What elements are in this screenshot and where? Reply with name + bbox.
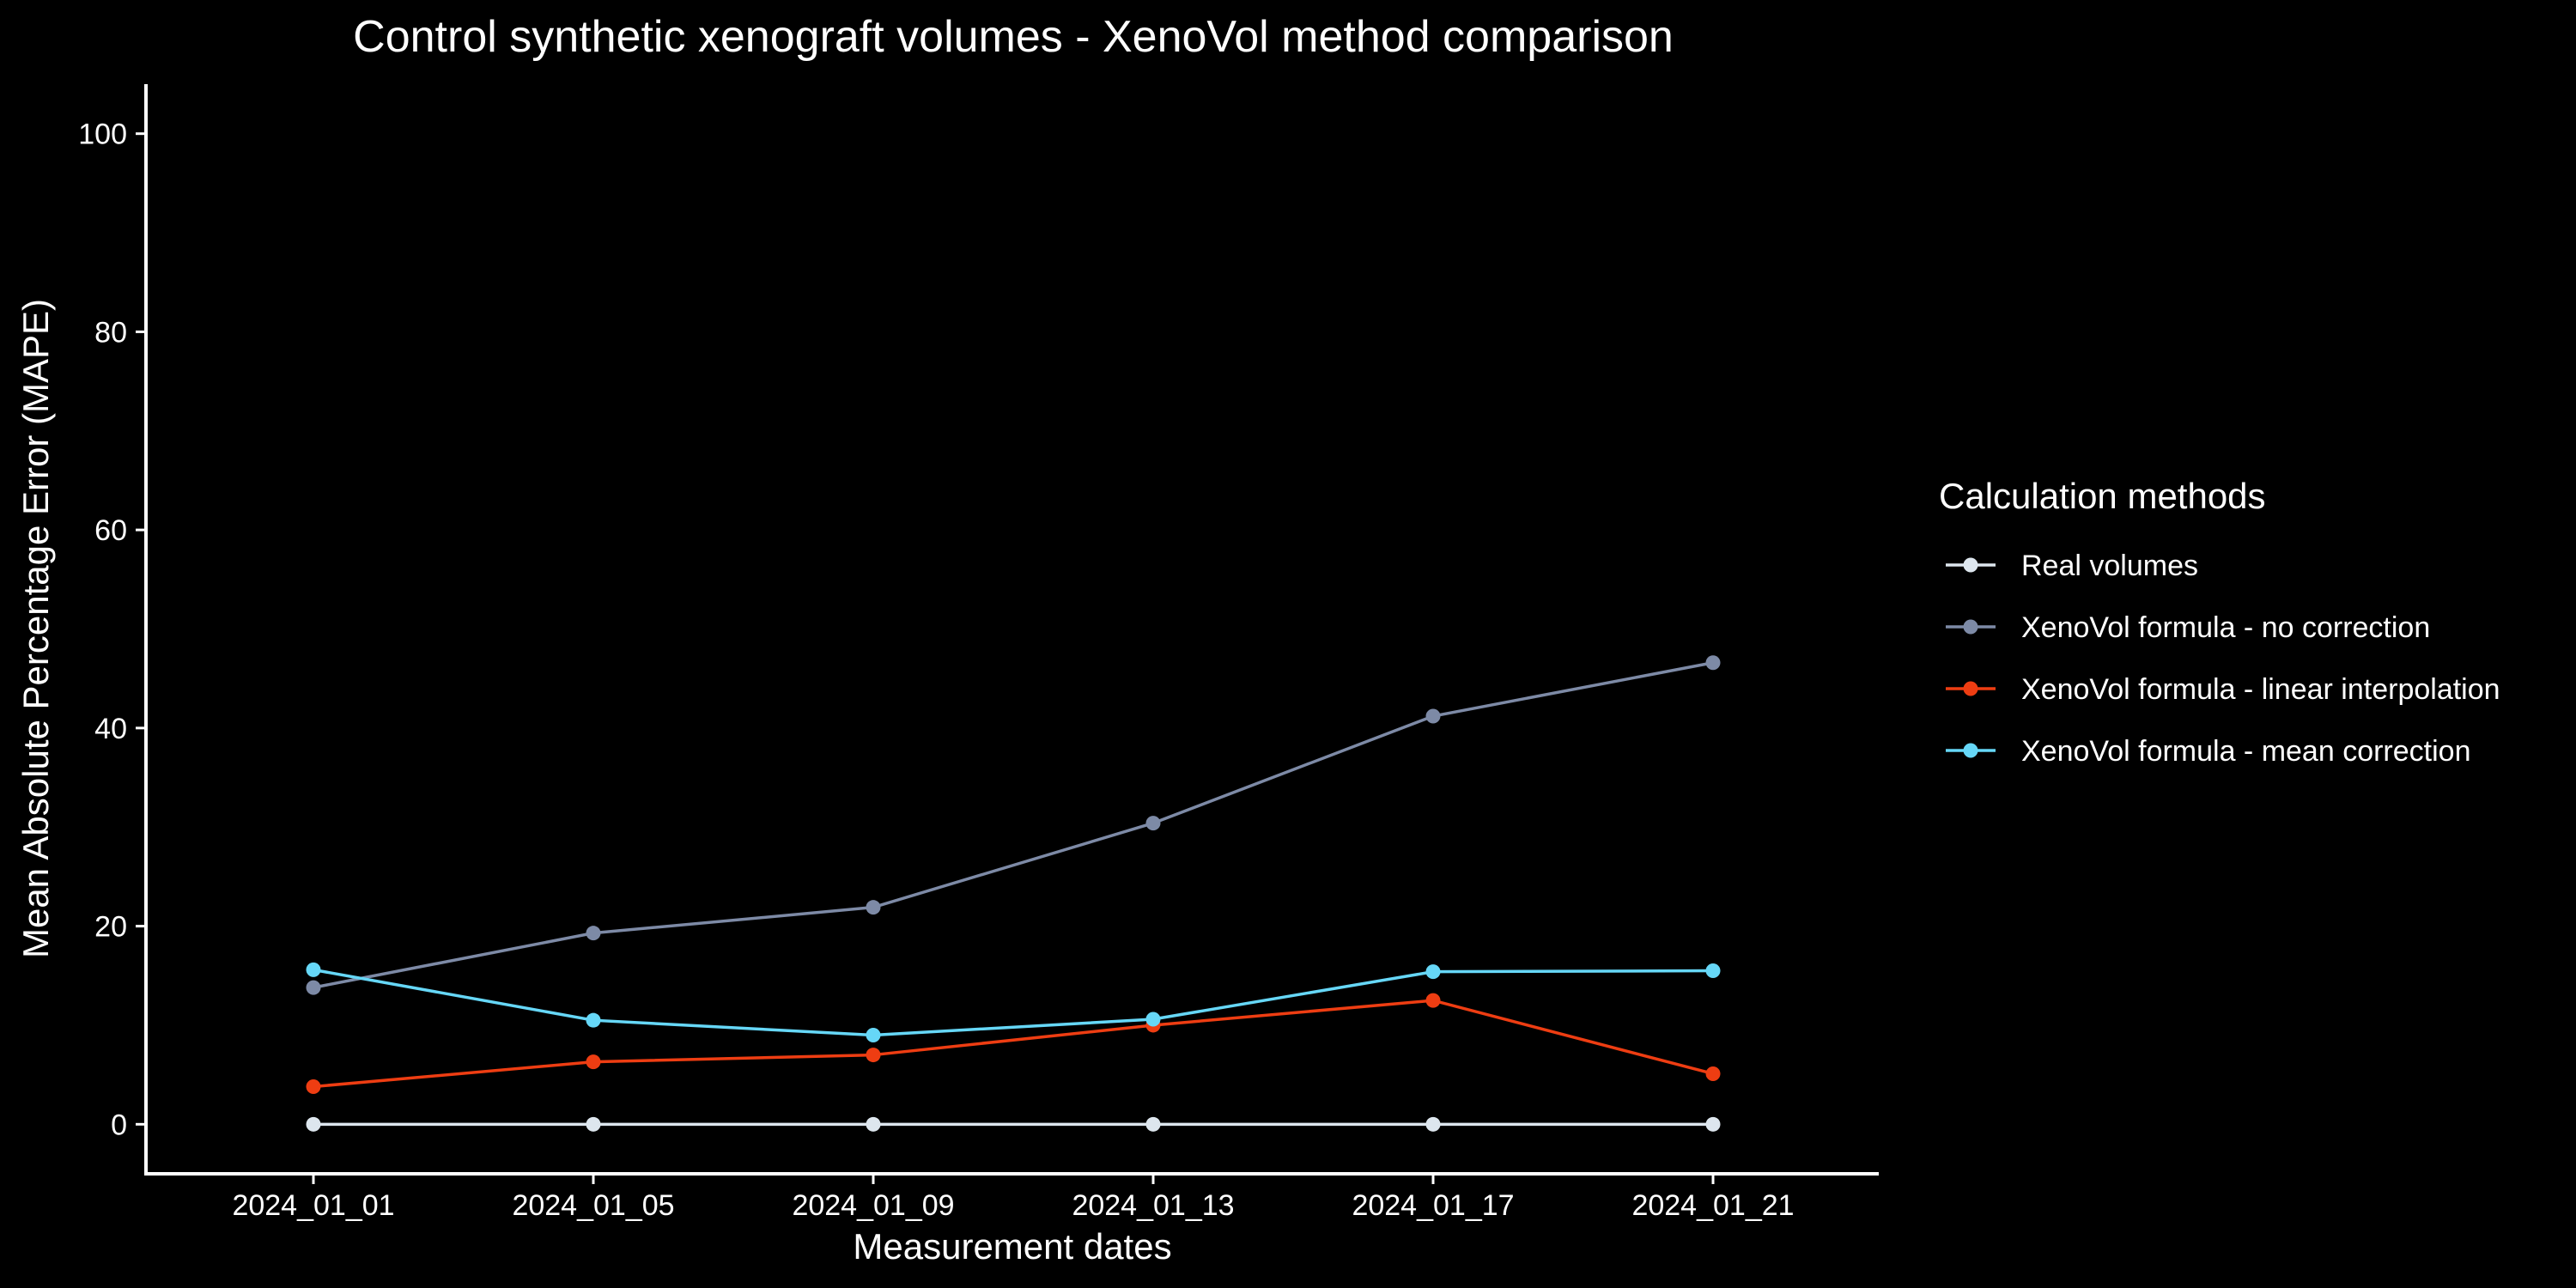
y-tick-label: 60 <box>94 514 127 547</box>
y-axis-ticks: 0 20 40 60 80 100 <box>78 118 146 1141</box>
legend: Calculation methods Real volumes XenoVol … <box>1939 476 2500 768</box>
legend-label: XenoVol formula - mean correction <box>2021 735 2470 768</box>
y-tick-label: 100 <box>78 118 127 151</box>
legend-label: XenoVol formula - no correction <box>2021 611 2430 644</box>
data-point <box>306 1078 321 1094</box>
legend-title: Calculation methods <box>1939 476 2266 516</box>
data-point <box>1145 1012 1161 1027</box>
data-point <box>1145 816 1161 831</box>
data-point <box>586 1054 601 1070</box>
data-point <box>866 900 881 915</box>
legend-item: Real volumes <box>1946 550 2198 582</box>
y-tick-label: 80 <box>94 316 127 349</box>
x-tick-label: 2024_01_01 <box>232 1189 394 1222</box>
data-point <box>1425 964 1441 980</box>
series-2 <box>306 655 1721 995</box>
plot-area <box>306 655 1721 1132</box>
legend-item: XenoVol formula - no correction <box>1946 611 2430 644</box>
legend-key-point <box>1963 619 1978 635</box>
x-tick-label: 2024_01_13 <box>1072 1189 1234 1222</box>
chart-title: Control synthetic xenograft volumes - Xe… <box>353 12 1674 62</box>
legend-key-point <box>1963 681 1978 696</box>
series-line <box>313 661 1714 989</box>
legend-item: XenoVol formula - linear interpolation <box>1946 673 2500 706</box>
series-1 <box>306 1116 1721 1132</box>
legend-key-point <box>1963 743 1978 758</box>
x-tick-label: 2024_01_05 <box>512 1189 674 1222</box>
data-point <box>866 1027 881 1042</box>
data-point <box>306 962 321 977</box>
data-point <box>866 1048 881 1063</box>
data-point <box>866 1116 881 1132</box>
series-line <box>313 968 1714 1037</box>
data-point <box>1145 1116 1161 1132</box>
data-point <box>1425 993 1441 1008</box>
data-point <box>1425 708 1441 724</box>
series-line <box>313 999 1714 1089</box>
data-point <box>1705 1116 1721 1132</box>
x-axis-ticks: 2024_01_01 2024_01_05 2024_01_09 2024_01_13… <box>232 1174 1795 1222</box>
data-point <box>306 980 321 995</box>
legend-key-point <box>1963 557 1978 573</box>
data-point <box>586 1012 601 1028</box>
data-point <box>1705 655 1721 671</box>
data-point <box>306 1116 321 1132</box>
y-tick-label: 20 <box>94 911 127 944</box>
legend-items: Real volumes XenoVol formula - no correct… <box>1946 550 2500 768</box>
data-point <box>1705 1066 1721 1081</box>
legend-item: XenoVol formula - mean correction <box>1946 735 2470 768</box>
x-tick-label: 2024_01_09 <box>792 1189 954 1222</box>
data-point <box>1425 1116 1441 1132</box>
legend-label: XenoVol formula - linear interpolation <box>2021 673 2500 706</box>
x-tick-label: 2024_01_21 <box>1631 1189 1794 1222</box>
data-point <box>1705 963 1721 979</box>
x-tick-label: 2024_01_17 <box>1352 1189 1514 1222</box>
y-tick-label: 0 <box>111 1109 127 1141</box>
series-4 <box>306 962 1721 1042</box>
x-axis-title: Measurement dates <box>853 1226 1171 1267</box>
legend-label: Real volumes <box>2021 550 2198 582</box>
data-point <box>586 926 601 941</box>
y-axis-title: Mean Absolute Percentage Error (MAPE) <box>15 299 56 958</box>
data-point <box>586 1116 601 1132</box>
y-tick-label: 40 <box>94 713 127 745</box>
